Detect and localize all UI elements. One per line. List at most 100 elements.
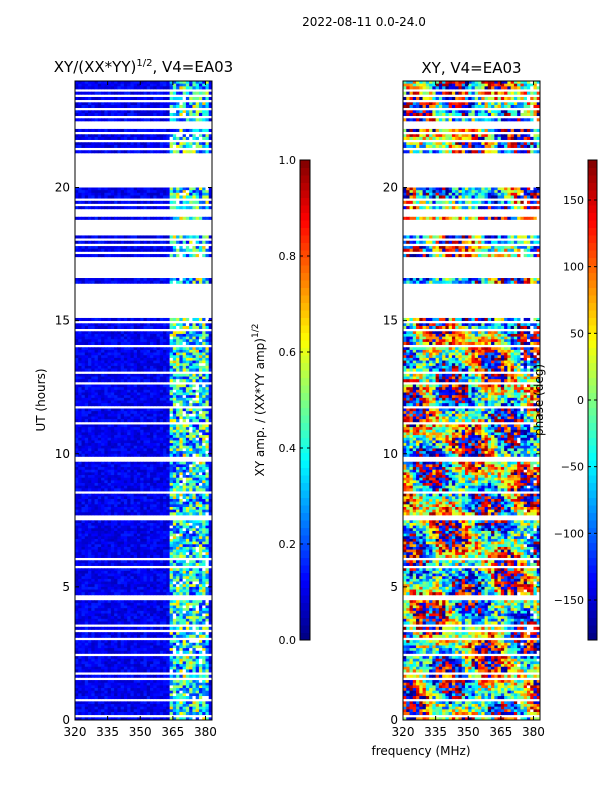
heatmap-cell xyxy=(78,534,82,537)
heatmap-cell xyxy=(153,568,157,571)
heatmap-cell xyxy=(127,427,131,430)
heatmap-cell xyxy=(130,129,134,132)
heatmap-cell xyxy=(144,241,148,244)
heatmap-cell xyxy=(183,534,187,537)
heatmap-cell xyxy=(78,398,82,401)
heatmap-cell xyxy=(114,379,118,382)
heatmap-cell xyxy=(114,249,118,252)
heatmap-cell xyxy=(85,440,89,443)
heatmap-cell xyxy=(170,587,174,590)
heatmap-cell xyxy=(88,134,92,137)
heatmap-cell xyxy=(117,347,121,350)
heatmap-cell xyxy=(114,584,118,587)
heatmap-cell xyxy=(140,84,144,87)
heatmap-cell xyxy=(147,113,151,116)
heatmap-cell xyxy=(130,134,134,137)
heatmap-cell xyxy=(144,568,148,571)
heatmap-cell xyxy=(160,342,164,345)
heatmap-cell xyxy=(78,472,82,475)
heatmap-cell xyxy=(101,361,105,364)
heatmap-cell xyxy=(199,451,203,454)
heatmap-cell xyxy=(140,574,144,577)
heatmap-cell xyxy=(153,550,157,553)
heatmap-cell xyxy=(95,438,99,441)
heatmap-cell xyxy=(104,195,108,198)
heatmap-cell xyxy=(137,134,141,137)
heatmap-cell xyxy=(160,520,164,523)
heatmap-cell xyxy=(153,576,157,579)
heatmap-cell xyxy=(75,254,79,257)
heatmap-cell xyxy=(163,385,167,388)
heatmap-cell xyxy=(147,195,151,198)
heatmap-cell xyxy=(137,555,141,558)
heatmap-cell xyxy=(104,137,108,140)
heatmap-cell xyxy=(88,246,92,249)
heatmap-cell xyxy=(157,520,161,523)
heatmap-cell xyxy=(108,571,112,574)
heatmap-cell xyxy=(144,454,148,457)
heatmap-cell xyxy=(163,366,167,369)
heatmap-cell xyxy=(196,323,200,326)
heatmap-cell xyxy=(202,454,206,457)
heatmap-cell xyxy=(166,377,170,380)
heatmap-cell xyxy=(117,560,121,563)
heatmap-cell xyxy=(124,574,128,577)
heatmap-cell xyxy=(147,507,151,510)
heatmap-cell xyxy=(117,134,121,137)
heatmap-cell xyxy=(192,574,196,577)
heatmap-cell xyxy=(173,387,177,390)
heatmap-cell xyxy=(186,411,190,414)
heatmap-cell xyxy=(130,499,134,502)
heatmap-cell xyxy=(85,190,89,193)
heatmap-cell xyxy=(75,217,79,220)
heatmap-cell xyxy=(95,102,99,105)
heatmap-cell xyxy=(104,432,108,435)
heatmap-cell xyxy=(150,536,154,539)
heatmap-cell xyxy=(78,281,82,284)
heatmap-cell xyxy=(150,350,154,353)
heatmap-cell xyxy=(176,499,180,502)
heatmap-cell xyxy=(82,97,86,100)
heatmap-cell xyxy=(134,145,138,148)
heatmap-cell xyxy=(163,411,167,414)
heatmap-cell xyxy=(91,579,95,582)
heatmap-cell xyxy=(75,488,79,491)
heatmap-cell xyxy=(153,190,157,193)
heatmap-cell xyxy=(205,507,209,510)
heatmap-cell xyxy=(101,563,105,566)
heatmap-cell xyxy=(179,323,183,326)
heatmap-cell xyxy=(196,86,200,89)
heatmap-cell xyxy=(124,363,128,366)
heatmap-cell xyxy=(196,510,200,513)
heatmap-cell xyxy=(153,331,157,334)
heatmap-cell xyxy=(199,478,203,481)
heatmap-cell xyxy=(170,137,174,140)
heatmap-cell xyxy=(150,424,154,427)
heatmap-cell xyxy=(98,249,102,252)
heatmap-cell xyxy=(121,584,125,587)
heatmap-cell xyxy=(147,523,151,526)
heatmap-cell xyxy=(183,528,187,531)
heatmap-cell xyxy=(199,480,203,483)
heatmap-cell xyxy=(111,550,115,553)
heatmap-cell xyxy=(108,92,112,95)
heatmap-cell xyxy=(147,526,151,529)
heatmap-cell xyxy=(199,510,203,513)
heatmap-cell xyxy=(183,217,187,220)
heatmap-cell xyxy=(189,550,193,553)
heatmap-cell xyxy=(150,331,154,334)
heatmap-cell xyxy=(117,129,121,132)
heatmap-cell xyxy=(160,366,164,369)
heatmap-cell xyxy=(114,563,118,566)
heatmap-cell xyxy=(170,339,174,342)
heatmap-cell xyxy=(108,337,112,340)
heatmap-cell xyxy=(186,379,190,382)
heatmap-cell xyxy=(163,435,167,438)
heatmap-cell xyxy=(202,448,206,451)
heatmap-cell xyxy=(140,86,144,89)
heatmap-cell xyxy=(95,195,99,198)
heatmap-cell xyxy=(170,440,174,443)
heatmap-cell xyxy=(192,478,196,481)
heatmap-cell xyxy=(192,560,196,563)
heatmap-cell xyxy=(163,358,167,361)
